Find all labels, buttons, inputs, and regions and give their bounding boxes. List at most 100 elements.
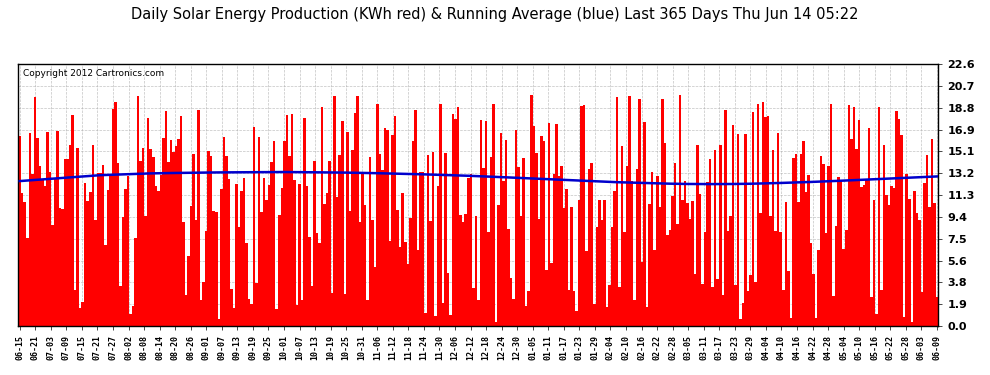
Bar [658,207,661,326]
Bar [787,271,790,326]
Bar [71,115,74,326]
Bar [437,186,440,326]
Bar [557,176,560,326]
Bar [732,125,735,326]
Bar [515,130,518,326]
Bar [699,194,701,326]
Bar [477,300,479,326]
Bar [689,219,691,326]
Bar [202,282,205,326]
Bar [21,194,24,326]
Bar [835,226,838,326]
Bar [467,178,469,326]
Bar [241,191,243,326]
Bar [145,216,147,326]
Bar [722,294,724,326]
Bar [197,110,200,326]
Bar [712,287,714,326]
Bar [396,210,399,326]
Bar [419,172,422,326]
Bar [174,146,177,326]
Bar [313,161,316,326]
Bar [435,316,437,326]
Bar [860,187,862,326]
Bar [331,293,334,326]
Bar [363,205,366,326]
Bar [341,121,344,326]
Bar [263,178,265,326]
Bar [740,319,742,326]
Bar [485,121,487,326]
Bar [255,283,257,326]
Bar [934,203,936,326]
Bar [339,155,341,326]
Bar [751,112,754,326]
Bar [107,190,109,326]
Bar [260,212,263,326]
Bar [490,156,492,326]
Bar [399,247,402,326]
Bar [66,159,69,326]
Bar [717,279,719,326]
Bar [182,222,185,326]
Bar [394,117,396,326]
Bar [825,233,828,326]
Bar [459,215,462,326]
Bar [257,137,260,326]
Bar [611,227,613,326]
Bar [936,297,939,326]
Bar [215,212,218,326]
Bar [213,211,215,326]
Bar [547,123,550,326]
Bar [823,164,825,326]
Bar [293,180,296,326]
Bar [790,318,792,326]
Bar [205,231,208,326]
Bar [386,130,389,326]
Bar [530,94,533,326]
Bar [621,146,624,326]
Bar [451,114,454,326]
Bar [774,231,777,326]
Bar [645,307,648,326]
Bar [409,218,412,326]
Bar [507,229,510,326]
Bar [74,290,76,326]
Bar [449,315,451,326]
Bar [756,104,759,326]
Bar [157,191,159,326]
Bar [454,119,457,326]
Bar [782,290,784,326]
Bar [389,241,391,326]
Bar [104,245,107,326]
Bar [681,200,684,326]
Bar [24,202,26,326]
Bar [684,181,686,326]
Bar [353,113,356,326]
Bar [86,201,89,326]
Bar [114,102,117,326]
Bar [895,111,898,326]
Bar [445,153,446,326]
Bar [735,285,737,326]
Bar [867,128,870,326]
Bar [424,313,427,326]
Bar [291,114,293,326]
Bar [495,322,497,326]
Bar [746,291,749,326]
Bar [344,294,346,326]
Bar [265,200,268,326]
Bar [545,270,547,326]
Bar [857,120,860,326]
Bar [802,141,805,326]
Bar [371,220,374,326]
Bar [777,133,779,326]
Bar [379,154,381,326]
Bar [99,173,102,326]
Bar [671,196,673,326]
Bar [283,141,285,326]
Bar [208,150,210,326]
Bar [888,205,890,326]
Bar [132,306,135,326]
Bar [220,189,223,326]
